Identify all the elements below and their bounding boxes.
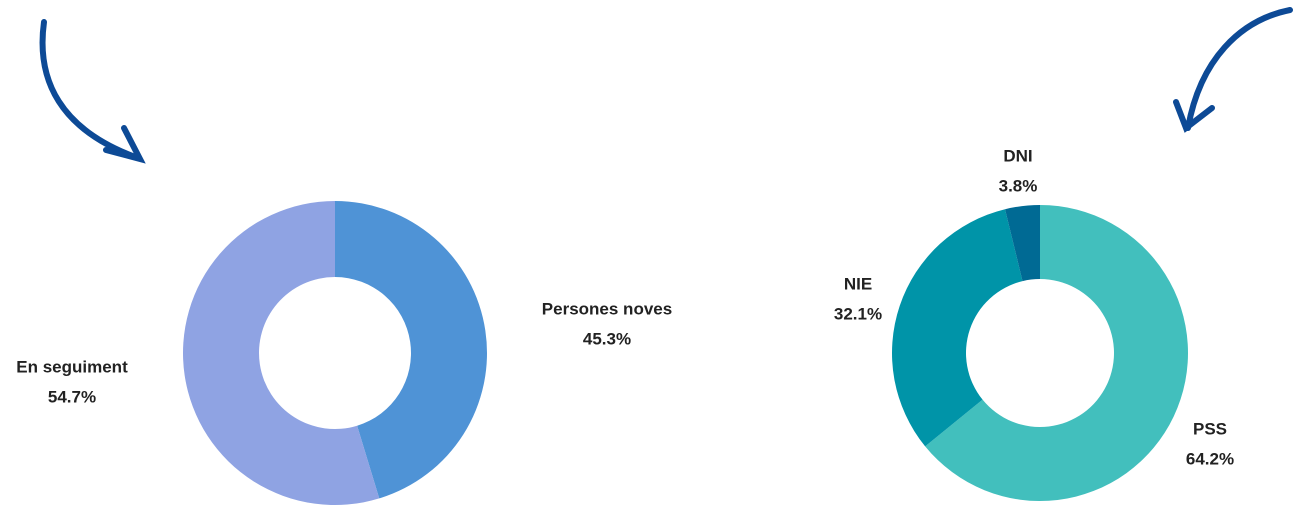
donut-slice (892, 209, 1023, 447)
arrow-left (39, 19, 141, 161)
arrow-right (1185, 7, 1293, 131)
slice-value-label: 45.3% (583, 329, 631, 348)
slice-value-label: 3.8% (999, 176, 1038, 195)
slice-value-label: 32.1% (834, 304, 882, 323)
donut-slice (182, 201, 380, 506)
slice-label: En seguiment (16, 357, 128, 376)
slice-value-label: 54.7% (48, 387, 96, 406)
slice-label: DNI (1003, 146, 1032, 165)
donut-slice (925, 205, 1188, 501)
slice-label: Persones noves (542, 299, 672, 318)
slice-label: NIE (844, 274, 872, 293)
donut-slice (1005, 205, 1040, 282)
arrow-right-head (1173, 99, 1215, 133)
slice-label: PSS (1193, 419, 1227, 438)
slice-value-label: 64.2% (1186, 449, 1234, 468)
donut-slice (335, 201, 487, 499)
arrow-left-head (103, 125, 146, 164)
decorative-arrows (39, 7, 1293, 164)
